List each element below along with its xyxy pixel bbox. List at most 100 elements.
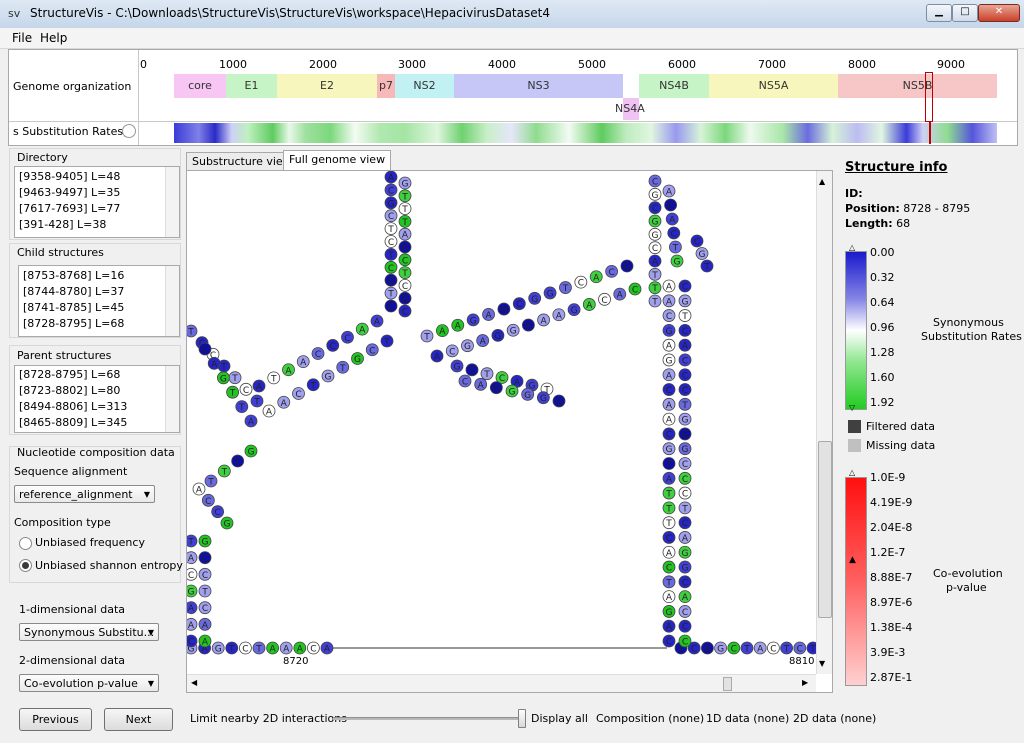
nucleotide-node[interactable] [678,605,692,618]
nucleotide-node[interactable] [662,368,676,382]
nucleotide-node[interactable] [700,259,714,273]
nucleotide-node[interactable] [678,501,692,515]
gene-core[interactable]: core [174,74,226,98]
list-item[interactable]: [8728-8795] L=68 [19,368,121,381]
nucleotide-node[interactable] [620,259,634,273]
nucleotide-node[interactable] [678,338,692,352]
nucleotide-node[interactable] [351,352,364,365]
nucleotide-node[interactable] [662,486,676,500]
gene-e1[interactable]: E1 [226,74,277,98]
genome-selection-marker[interactable] [925,72,933,122]
list-item[interactable]: [9463-9497] L=35 [19,186,121,199]
nucleotide-node[interactable] [613,287,627,301]
list-item[interactable]: [391-428] L=38 [19,218,107,231]
nucleotide-node[interactable] [793,641,807,655]
nucleotide-node[interactable] [678,634,692,648]
nucleotide-node[interactable] [670,254,684,268]
nucleotide-node[interactable] [678,531,692,544]
nucleotide-node[interactable] [662,353,676,367]
nucleotide-node[interactable] [277,395,291,409]
nucleotide-node[interactable] [435,324,449,338]
nucleotide-node[interactable] [384,248,398,261]
previous-button[interactable]: Previous [19,708,92,731]
nucleotide-node[interactable] [495,371,509,384]
nucleotide-node[interactable] [662,184,676,198]
nucleotide-node[interactable] [648,267,662,281]
nucleotide-node[interactable] [450,359,464,373]
nucleotide-node[interactable] [198,342,212,356]
list-item[interactable]: [8494-8806] L=313 [19,400,128,413]
nucleotide-node[interactable] [465,363,479,377]
nucleotide-node[interactable] [648,174,662,188]
nucleotide-node[interactable] [662,619,676,633]
nucleotide-node[interactable] [398,304,412,318]
nucleotide-node[interactable] [250,394,264,408]
substitution-track-radio[interactable] [122,124,136,138]
nucleotide-node[interactable] [678,442,692,456]
nucleotide-node[interactable] [780,641,793,655]
unbiased-frequency-label[interactable]: Unbiased frequency [35,536,145,549]
nucleotide-node[interactable] [662,516,676,530]
nucleotide-node[interactable] [292,387,305,400]
nucleotide-node[interactable] [543,286,557,300]
scrollbar[interactable] [165,266,179,336]
nucleotide-node[interactable] [678,575,692,589]
scroll-down-icon[interactable]: ▼ [819,659,826,668]
nucleotide-node[interactable] [217,371,230,385]
nucleotide-node[interactable] [480,367,494,381]
nucleotide-node[interactable] [398,253,412,267]
parent-structures-list[interactable]: [8728-8795] L=68 [8723-8802] L=80 [8494-… [14,365,180,433]
nucleotide-node[interactable] [380,334,394,348]
unbiased-entropy-label[interactable]: Unbiased shannon entropy [35,559,183,572]
nucleotide-node[interactable] [662,634,676,648]
nucleotide-node[interactable] [355,322,369,336]
nucleotide-node[interactable] [365,343,379,357]
nucleotide-node[interactable] [678,516,692,530]
nucleotide-node[interactable] [662,545,676,559]
nucleotide-node[interactable] [678,397,692,411]
nucleotide-node[interactable] [198,601,212,615]
nucleotide-node[interactable] [398,176,412,190]
nucleotide-node[interactable] [211,641,225,655]
interaction-limit-slider-handle[interactable] [518,709,526,728]
nucleotide-node[interactable] [664,198,678,212]
nucleotide-node[interactable] [662,309,676,322]
nucleotide-node[interactable] [678,412,692,426]
nucleotide-node[interactable] [266,641,279,655]
nucleotide-node[interactable] [668,240,682,254]
nucleotide-node[interactable] [398,240,412,254]
sequence-alignment-select[interactable]: reference_alignment ▼ [14,485,155,503]
scrollbar-thumb[interactable] [723,677,732,691]
nucleotide-node[interactable] [198,617,212,631]
nucleotide-node[interactable] [695,247,709,260]
nucleotide-node[interactable] [648,187,662,201]
nucleotide-node[interactable] [384,286,398,300]
menu-file[interactable]: File [12,31,33,45]
nucleotide-node[interactable] [662,442,676,456]
substitution-rate-track[interactable] [174,123,997,143]
nucleotide-node[interactable] [648,254,662,268]
nucleotide-node[interactable] [662,279,676,293]
oned-data-select[interactable]: Synonymous Substitu... ▼ [19,623,159,641]
nucleotide-node[interactable] [662,323,676,337]
gene-e2[interactable]: E2 [277,74,377,98]
nucleotide-node[interactable] [398,266,412,279]
nucleotide-node[interactable] [384,171,398,184]
nucleotide-node[interactable] [512,297,526,311]
scrollbar-thumb[interactable] [818,441,832,618]
list-item[interactable]: [8744-8780] L=37 [23,285,125,298]
nucleotide-node[interactable] [239,382,253,396]
menu-help[interactable]: Help [40,31,68,45]
nucleotide-node[interactable] [678,353,692,367]
nucleotide-node[interactable] [678,590,692,604]
nucleotide-node[interactable] [678,383,692,396]
list-item[interactable]: [9358-9405] L=48 [19,170,121,183]
nucleotide-node[interactable] [489,381,503,395]
nucleotide-node[interactable] [582,298,596,311]
nucleotide-node[interactable] [662,590,676,604]
nucleotide-node[interactable] [678,457,692,470]
nucleotide-node[interactable] [687,641,701,655]
nucleotide-node[interactable] [398,279,412,292]
scrollbar[interactable] [165,167,179,237]
